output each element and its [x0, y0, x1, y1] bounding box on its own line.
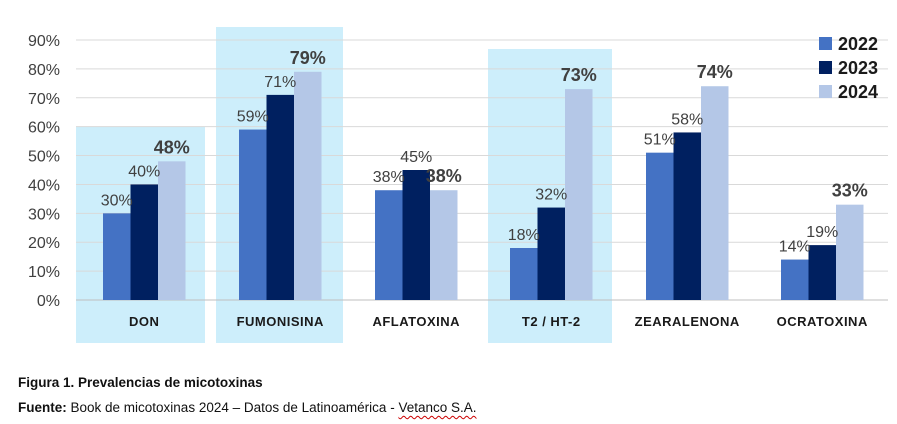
legend-swatch-2022 [819, 37, 832, 50]
data-label: 74% [697, 62, 733, 82]
y-tick-label: 60% [28, 120, 60, 137]
category-label: T2 / HT-2 [522, 314, 581, 329]
data-label: 38% [426, 166, 462, 186]
figure-caption: Figura 1. Prevalencias de micotoxinas [18, 375, 263, 390]
bar-2023-t2-ht-2 [537, 207, 565, 300]
y-tick-label: 40% [28, 177, 60, 194]
data-label: 59% [237, 109, 269, 126]
y-tick-label: 70% [28, 91, 60, 108]
bar-2022-aflatoxina [375, 190, 403, 300]
bar-2024-aflatoxina [430, 190, 458, 300]
y-axis-ticks: 0% 10% 20% 30% 40% 50% 60% 70% 80% 90% [28, 33, 60, 310]
data-label: 71% [264, 74, 296, 91]
data-label: 40% [128, 163, 160, 180]
bar-2024-zearalenona [701, 86, 729, 300]
category-label: FUMONISINA [237, 314, 324, 329]
legend-swatch-2024 [819, 85, 832, 98]
bar-2022-don [103, 213, 131, 300]
source-org: Vetanco S.A. [398, 400, 477, 415]
bar-2023-aflatoxina [402, 170, 430, 300]
bar-2023-zearalenona [673, 132, 701, 300]
data-label: 58% [671, 111, 703, 128]
bar-2024-ocratoxina [836, 204, 864, 300]
data-label: 33% [832, 181, 868, 201]
legend-label-2024: 2024 [838, 82, 878, 102]
y-tick-label: 10% [28, 264, 60, 281]
y-tick-label: 30% [28, 206, 60, 223]
data-label: 48% [154, 137, 190, 157]
category-label: ZEARALENONA [635, 314, 740, 329]
category-labels: DON FUMONISINA AFLATOXINA T2 / HT-2 ZEARALEN… [129, 314, 868, 329]
bar-2024-don [158, 161, 186, 300]
data-label: 38% [373, 169, 405, 186]
data-label: 79% [290, 48, 326, 68]
source-text: Book de micotoxinas 2024 – Datos de Lati… [66, 400, 399, 415]
bars [103, 71, 864, 301]
bar-2022-fumonisina [239, 129, 267, 300]
y-tick-label: 80% [28, 62, 60, 79]
data-label: 18% [508, 227, 540, 244]
data-label: 30% [101, 192, 133, 209]
data-labels: 30% 59% 38% 18% 51% 14% 40% 71% 45% 32% 58% 19% 48% 7… [101, 48, 868, 256]
y-tick-label: 50% [28, 149, 60, 166]
bar-2023-fumonisina [266, 94, 294, 300]
y-tick-label: 20% [28, 235, 60, 252]
legend-swatch-2023 [819, 61, 832, 74]
legend-label-2023: 2023 [838, 58, 878, 78]
data-label: 19% [806, 224, 838, 241]
bar-2024-fumonisina [294, 71, 322, 301]
figure-source: Fuente: Book de micotoxinas 2024 – Datos… [18, 400, 477, 415]
gridlines [76, 39, 888, 301]
bar-2023-ocratoxina [808, 245, 836, 300]
bar-2024-t2-ht-2 [565, 89, 593, 300]
bar-2022-ocratoxina [781, 259, 809, 300]
source-label: Fuente: [18, 400, 67, 415]
legend-label-2022: 2022 [838, 34, 878, 54]
bar-2023-don [130, 184, 158, 300]
data-label: 32% [535, 187, 567, 204]
data-label: 51% [644, 132, 676, 149]
data-label: 14% [779, 239, 811, 256]
legend: 2022 2023 2024 [819, 34, 878, 102]
bar-2022-t2-ht-2 [510, 248, 538, 300]
bar-chart: 0% 10% 20% 30% 40% 50% 60% 70% 80% 90% 30% 59% 38% 1… [28, 27, 888, 343]
category-label: OCRATOXINA [777, 314, 868, 329]
data-label: 73% [561, 65, 597, 85]
category-label: DON [129, 314, 159, 329]
bar-2022-zearalenona [646, 152, 674, 300]
category-label: AFLATOXINA [372, 314, 460, 329]
y-tick-label: 0% [37, 293, 60, 310]
y-tick-label: 90% [28, 33, 60, 50]
data-label: 45% [400, 149, 432, 166]
